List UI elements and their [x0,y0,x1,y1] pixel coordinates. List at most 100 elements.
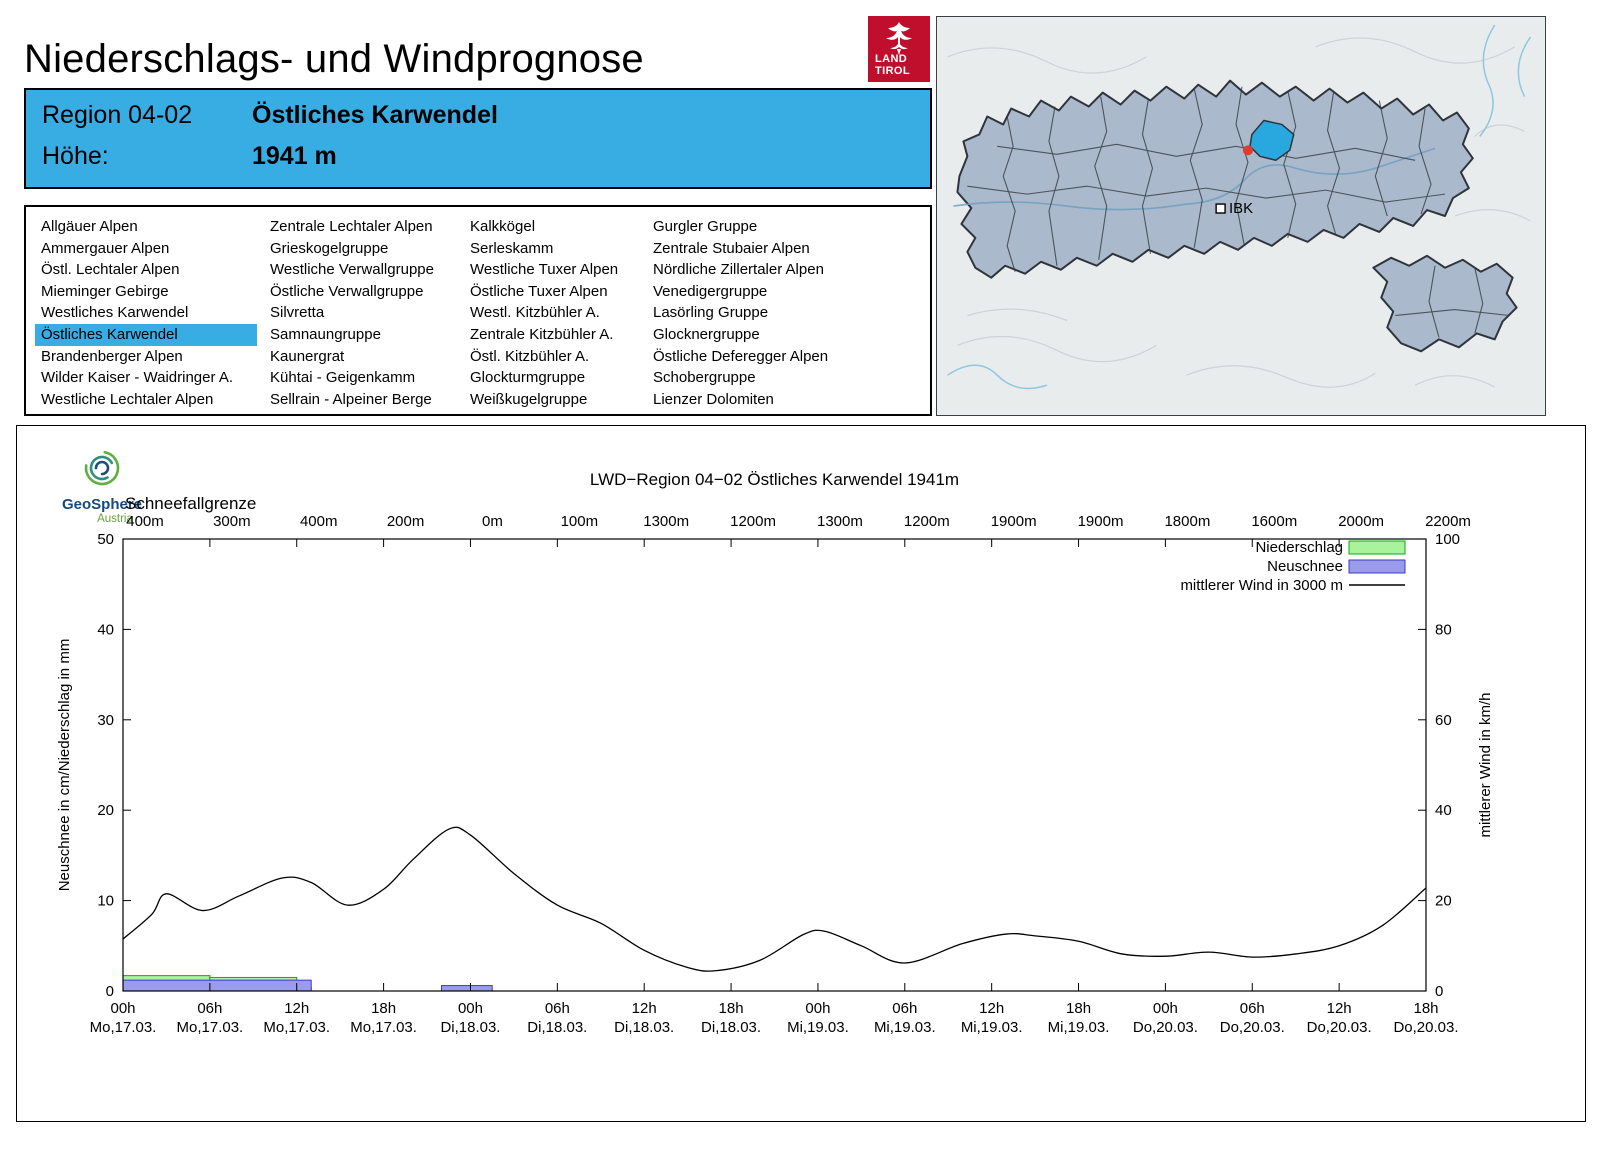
x-tick-hour: 06h [892,1000,917,1017]
region-list-item[interactable]: Sellrain - Alpeiner Berge [270,390,432,408]
region-list-item[interactable]: Weißkugelgruppe [470,390,588,408]
y-left-axis-title: Neuschnee in cm/Niederschlag in mm [56,639,73,892]
region-list-item[interactable]: Brandenberger Alpen [41,347,183,365]
region-list-item[interactable]: Mieminger Gebirge [41,282,169,300]
region-list-item[interactable]: Kaunergrat [270,347,345,365]
region-list-item[interactable]: Östl. Lechtaler Alpen [41,261,180,279]
legend-swatch [1348,540,1406,555]
snowline-value: 1200m [904,513,950,530]
tirol-eagle-icon [886,22,912,55]
region-list-item[interactable]: Östliche Tuxer Alpen [470,282,608,300]
geosphere-name: GeoSphere [61,496,143,513]
region-list-item[interactable]: Lienzer Dolomiten [653,390,774,408]
geosphere-sub: Austria [97,513,133,525]
snowline-value: 400m [126,513,164,530]
x-tick-hour: 00h [110,1000,135,1017]
snowline-value: 1600m [1251,513,1297,530]
legend-swatch [1348,559,1406,574]
region-list-item[interactable]: Zentrale Lechtaler Alpen [270,218,433,235]
region-list-item[interactable]: Gurgler Gruppe [653,218,758,235]
region-list-item[interactable]: Zentrale Stubaier Alpen [653,239,810,257]
region-list-item[interactable]: Lasörling Gruppe [653,304,769,322]
x-tick-hour: 12h [979,1000,1004,1017]
legend-label: Niederschlag [1255,539,1343,556]
region-list-item[interactable]: Venedigergruppe [653,282,768,300]
region-list-item[interactable]: Grieskogelgruppe [270,239,389,257]
y-right-tick-label: 20 [1435,893,1452,910]
station-marker [1242,145,1253,156]
x-tick-date: Mo,17.03. [350,1019,417,1036]
region-list-item[interactable]: Östliche Verwallgruppe [270,282,424,300]
x-tick-date: Mo,17.03. [177,1019,244,1036]
wind-line [122,826,1427,972]
snowline-label: Schneefallgrenze [125,494,257,513]
region-list-item[interactable]: Silvretta [270,304,325,322]
snowline-value: 100m [561,513,599,530]
x-tick-hour: 18h [1066,1000,1091,1017]
hoehe-label: Höhe: [42,142,109,170]
region-list-column: Zentrale Lechtaler Alpen Grieskogelgruppe… [264,216,460,410]
legend-label: Neuschnee [1267,558,1343,575]
x-tick-hour: 06h [545,1000,570,1017]
ibk-marker [1215,203,1226,214]
region-boundaries [967,86,1510,338]
plot-frame [122,538,1427,992]
x-tick-hour: 12h [1327,1000,1352,1017]
y-left-tick-label: 40 [97,621,114,638]
y-right-axis-title: mittlerer Wind in km/h [1477,692,1494,837]
region-list-item[interactable]: Kühtai - Geigenkamm [270,369,416,387]
x-tick-date: Do,20.03. [1220,1019,1285,1036]
north-tirol-region[interactable] [956,79,1474,279]
x-tick-date: Mo,17.03. [90,1019,157,1036]
region-list-item[interactable]: Westliche Lechtaler Alpen [41,390,214,408]
y-right-tick-label: 80 [1435,621,1452,638]
y-left-tick-label: 50 [97,531,114,548]
region-list-item[interactable]: Glockturmgruppe [470,369,586,387]
chart-title: LWD−Region 04−02 Östliches Karwendel 194… [589,470,960,489]
region-list-item[interactable]: Östliches Karwendel [35,323,257,346]
x-tick-date: Do,20.03. [1393,1019,1458,1036]
legend-label: mittlerer Wind in 3000 m [1180,577,1343,594]
snowline-value: 1900m [991,513,1037,530]
selected-region-highlight[interactable] [1249,119,1295,162]
region-list-item[interactable]: Allgäuer Alpen [41,218,138,235]
region-list-item[interactable]: Serleskamm [470,239,554,257]
y-right-tick-label: 60 [1435,712,1452,729]
tirol-map[interactable]: IBK [936,16,1546,416]
region-list-item[interactable]: Östliche Deferegger Alpen [653,347,829,365]
snowline-value: 2000m [1338,513,1384,530]
geosphere-logo-icon [84,450,120,486]
x-tick-date: Di,18.03. [527,1019,587,1036]
region-list-item[interactable]: Kalkkögel [470,218,536,235]
region-list-item[interactable]: Schobergruppe [653,369,756,387]
region-list-item[interactable]: Glocknergruppe [653,325,760,343]
y-right-tick-label: 100 [1435,531,1460,548]
forecast-plot: 00hMo,17.03.400m06hMo,17.03.300m12hMo,17… [56,513,1494,1036]
region-list-item[interactable]: Westliches Karwendel [41,304,189,322]
snowline-value: 300m [213,513,251,530]
east-tirol-region[interactable] [1372,254,1518,353]
region-list-item[interactable]: Westl. Kitzbühler A. [470,304,600,322]
region-list-item[interactable]: Wilder Kaiser - Waidringer A. [41,369,233,387]
x-tick-hour: 12h [632,1000,657,1017]
land-tirol-logo: LAND TIROL [868,16,930,82]
rivers [947,24,1532,390]
snowline-value: 2200m [1425,513,1471,530]
terrain-relief [947,37,1531,388]
region-list-item[interactable]: Zentrale Kitzbühler A. [470,325,614,343]
geosphere-logo: GeoSphere Austria [53,446,151,525]
region-list-item[interactable]: Nördliche Zillertaler Alpen [653,261,824,279]
bar-segment [441,985,493,992]
region-list-item[interactable]: Westliche Verwallgruppe [270,261,434,279]
x-tick-hour: 06h [1240,1000,1265,1017]
region-list-item[interactable]: Ammergauer Alpen [41,239,170,257]
region-name: Östliches Karwendel [252,101,498,129]
region-list: Allgäuer Alpen Ammergauer Alpen Östl. Lech… [24,205,932,416]
region-list-item[interactable]: Westliche Tuxer Alpen [470,261,619,279]
snowline-value: 0m [482,513,503,530]
region-info-box: Region 04-02 Östliches Karwendel Höhe: 1… [24,88,932,189]
x-tick-hour: 00h [1153,1000,1178,1017]
region-list-item[interactable]: Östl. Kitzbühler A. [470,347,590,365]
region-list-item[interactable]: Samnaungruppe [270,325,381,343]
ibk-label: IBK [1229,200,1253,217]
